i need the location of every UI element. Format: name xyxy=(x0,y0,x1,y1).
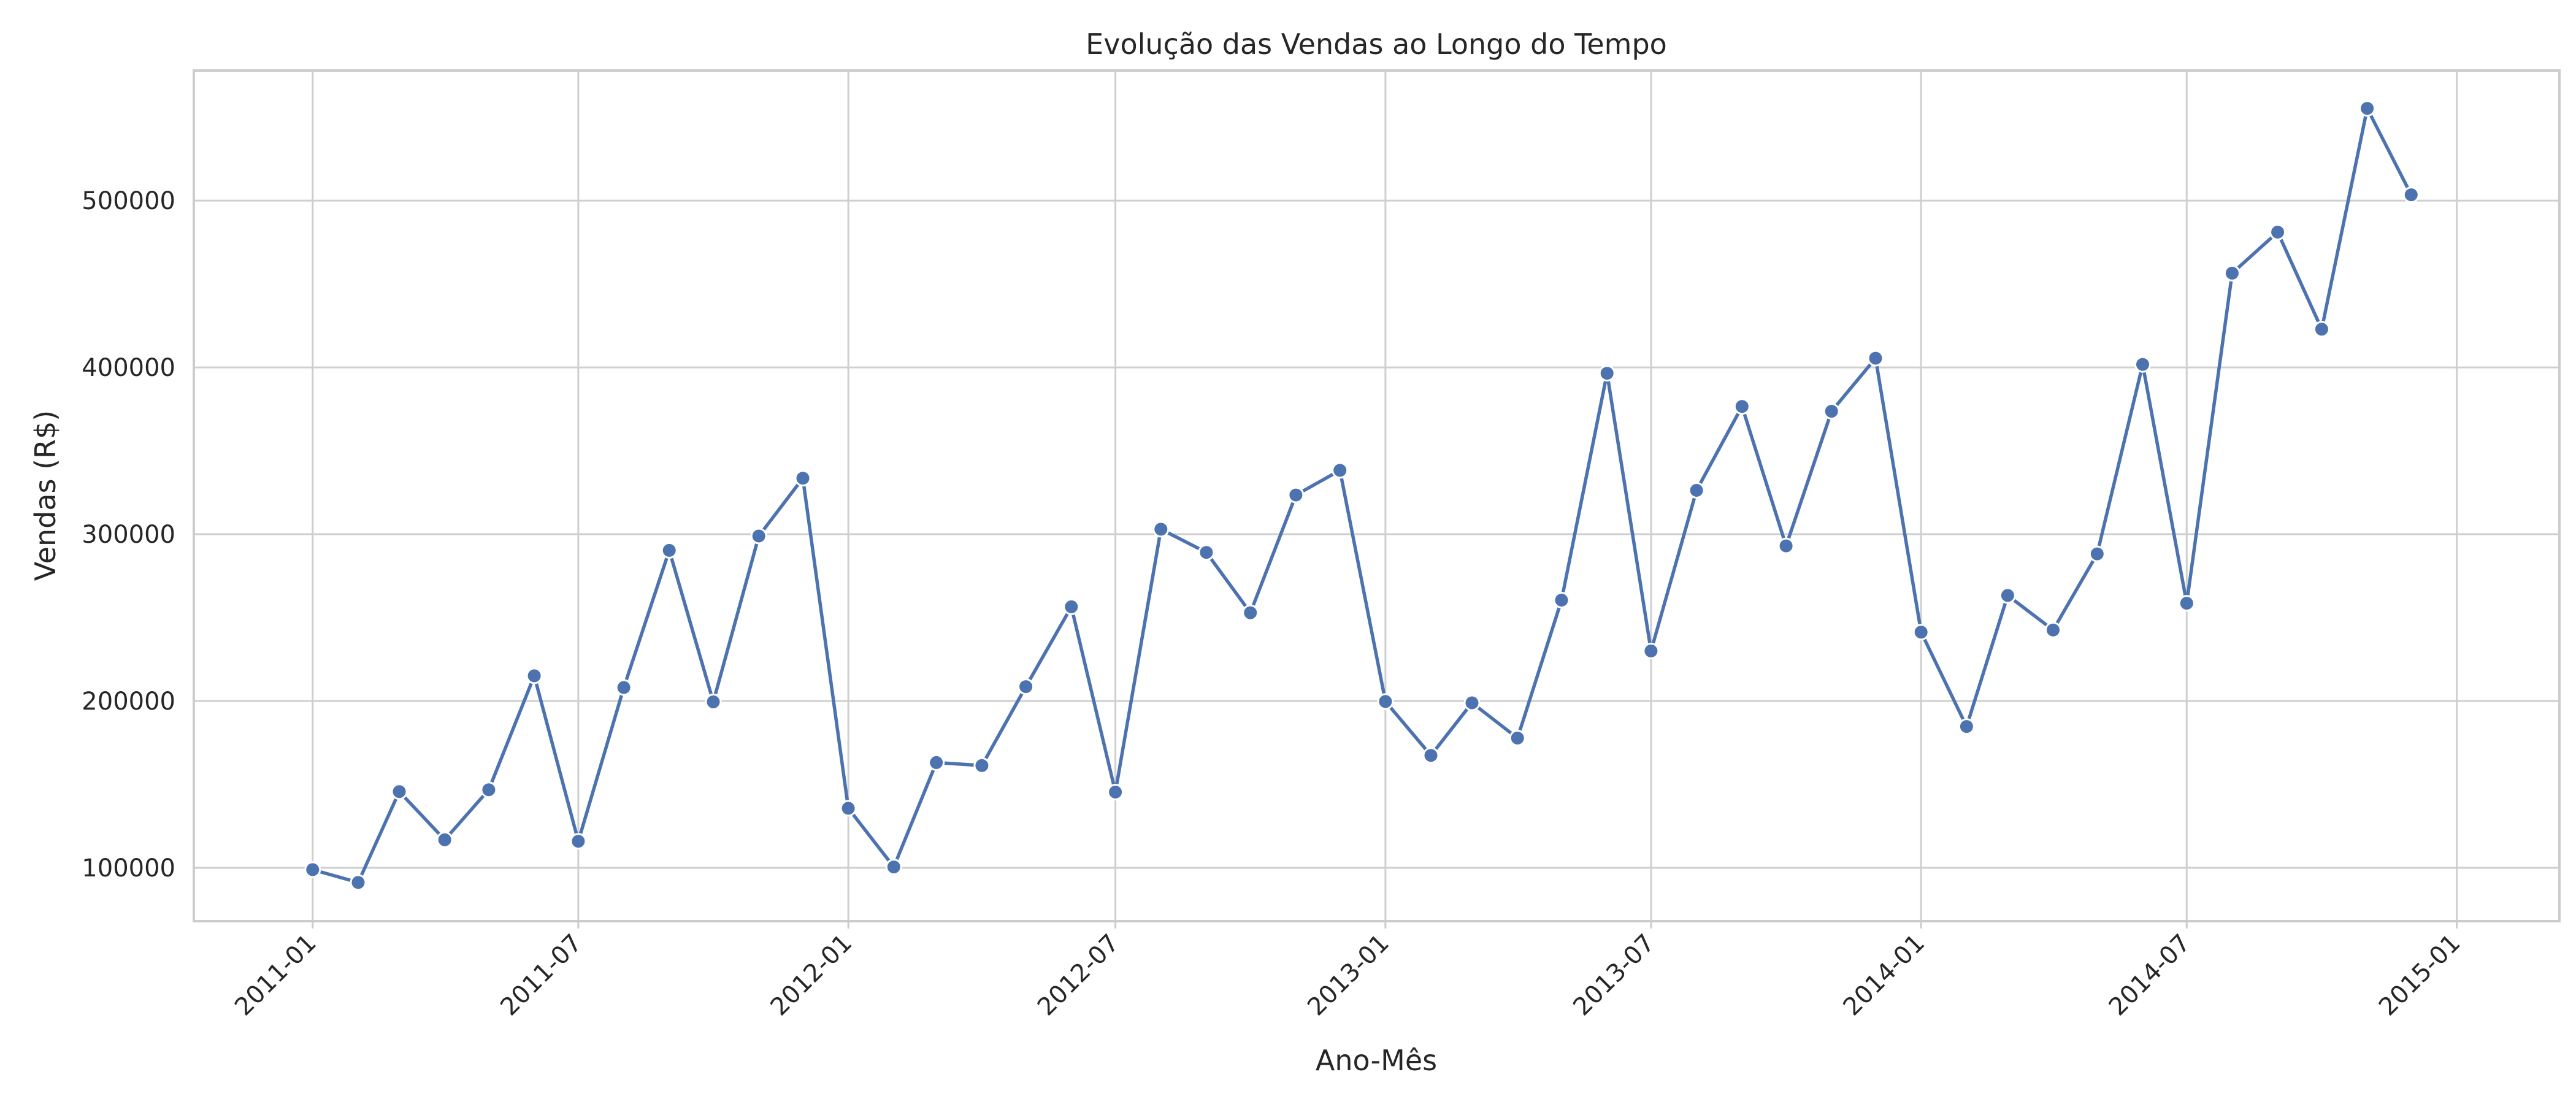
chart-title: Evolução das Vendas ao Longo do Tempo xyxy=(1086,28,1667,61)
data-point xyxy=(2088,545,2106,562)
data-point xyxy=(2359,100,2376,117)
data-point xyxy=(1688,482,1705,499)
data-point xyxy=(1152,521,1170,538)
plot-frame xyxy=(193,69,2561,922)
x-tick-label: 2014-07 xyxy=(2104,929,2196,1022)
data-point xyxy=(885,859,902,876)
y-tick-label: 300000 xyxy=(82,521,175,549)
data-point xyxy=(1643,642,1660,659)
data-point xyxy=(436,831,453,848)
x-tick-label: 2011-01 xyxy=(229,929,322,1022)
data-point xyxy=(1912,624,1930,641)
data-point xyxy=(2134,356,2151,373)
data-point xyxy=(1198,544,1215,561)
grid xyxy=(194,71,2559,921)
x-tick-label: 2013-01 xyxy=(1302,929,1395,1022)
series-layer xyxy=(304,100,2420,891)
series-line xyxy=(312,106,2413,884)
data-point xyxy=(661,542,678,559)
data-point xyxy=(1999,587,2016,604)
data-point xyxy=(615,679,632,696)
x-tick-label: 2012-01 xyxy=(765,929,857,1022)
data-point xyxy=(391,783,408,800)
data-point xyxy=(350,874,367,891)
y-tick-label: 200000 xyxy=(82,688,175,716)
data-point xyxy=(1509,729,1526,746)
data-point xyxy=(2402,186,2420,204)
data-point xyxy=(1598,365,1616,382)
x-axis-label: Ano-Mês xyxy=(1316,1044,1437,1077)
data-point xyxy=(526,667,543,684)
data-point xyxy=(750,527,767,545)
data-point xyxy=(1287,486,1305,504)
data-point xyxy=(1823,403,1840,420)
data-point xyxy=(1242,604,1259,621)
data-point xyxy=(928,754,945,771)
data-point xyxy=(1777,537,1795,554)
y-tick-label: 100000 xyxy=(82,854,175,883)
y-tick-label: 500000 xyxy=(82,187,175,215)
data-point xyxy=(1867,350,1884,367)
data-point xyxy=(794,470,811,487)
data-point xyxy=(2313,321,2330,338)
x-tick-label: 2014-01 xyxy=(1838,929,1931,1022)
data-point xyxy=(1553,592,1570,608)
data-point xyxy=(2269,224,2287,240)
y-tick-label: 400000 xyxy=(82,354,175,382)
data-point xyxy=(1377,693,1394,710)
data-point xyxy=(2045,621,2061,638)
y-axis-label: Vendas (R$) xyxy=(29,410,62,581)
data-point xyxy=(1018,678,1035,695)
x-tick-label: 2011-07 xyxy=(495,929,588,1022)
data-point xyxy=(304,861,321,878)
data-point xyxy=(1958,718,1975,735)
x-tick-label: 2013-07 xyxy=(1568,929,1660,1022)
data-point xyxy=(840,800,857,817)
data-point xyxy=(1107,784,1124,800)
data-point xyxy=(2223,264,2241,282)
data-point xyxy=(973,757,991,774)
data-point xyxy=(705,693,722,710)
x-tick-label: 2015-01 xyxy=(2374,929,2466,1022)
data-point xyxy=(480,781,497,799)
data-point xyxy=(1422,747,1439,764)
x-tick-label: 2012-07 xyxy=(1032,929,1125,1022)
data-point xyxy=(2178,595,2195,612)
data-point xyxy=(1463,694,1481,711)
data-point xyxy=(1733,398,1750,415)
axis-ticks: 100000 200000 300000 400000 500000 2011-01 201… xyxy=(82,187,2466,1021)
data-point xyxy=(1063,598,1080,615)
data-point xyxy=(570,833,587,850)
data-point xyxy=(1332,462,1349,479)
